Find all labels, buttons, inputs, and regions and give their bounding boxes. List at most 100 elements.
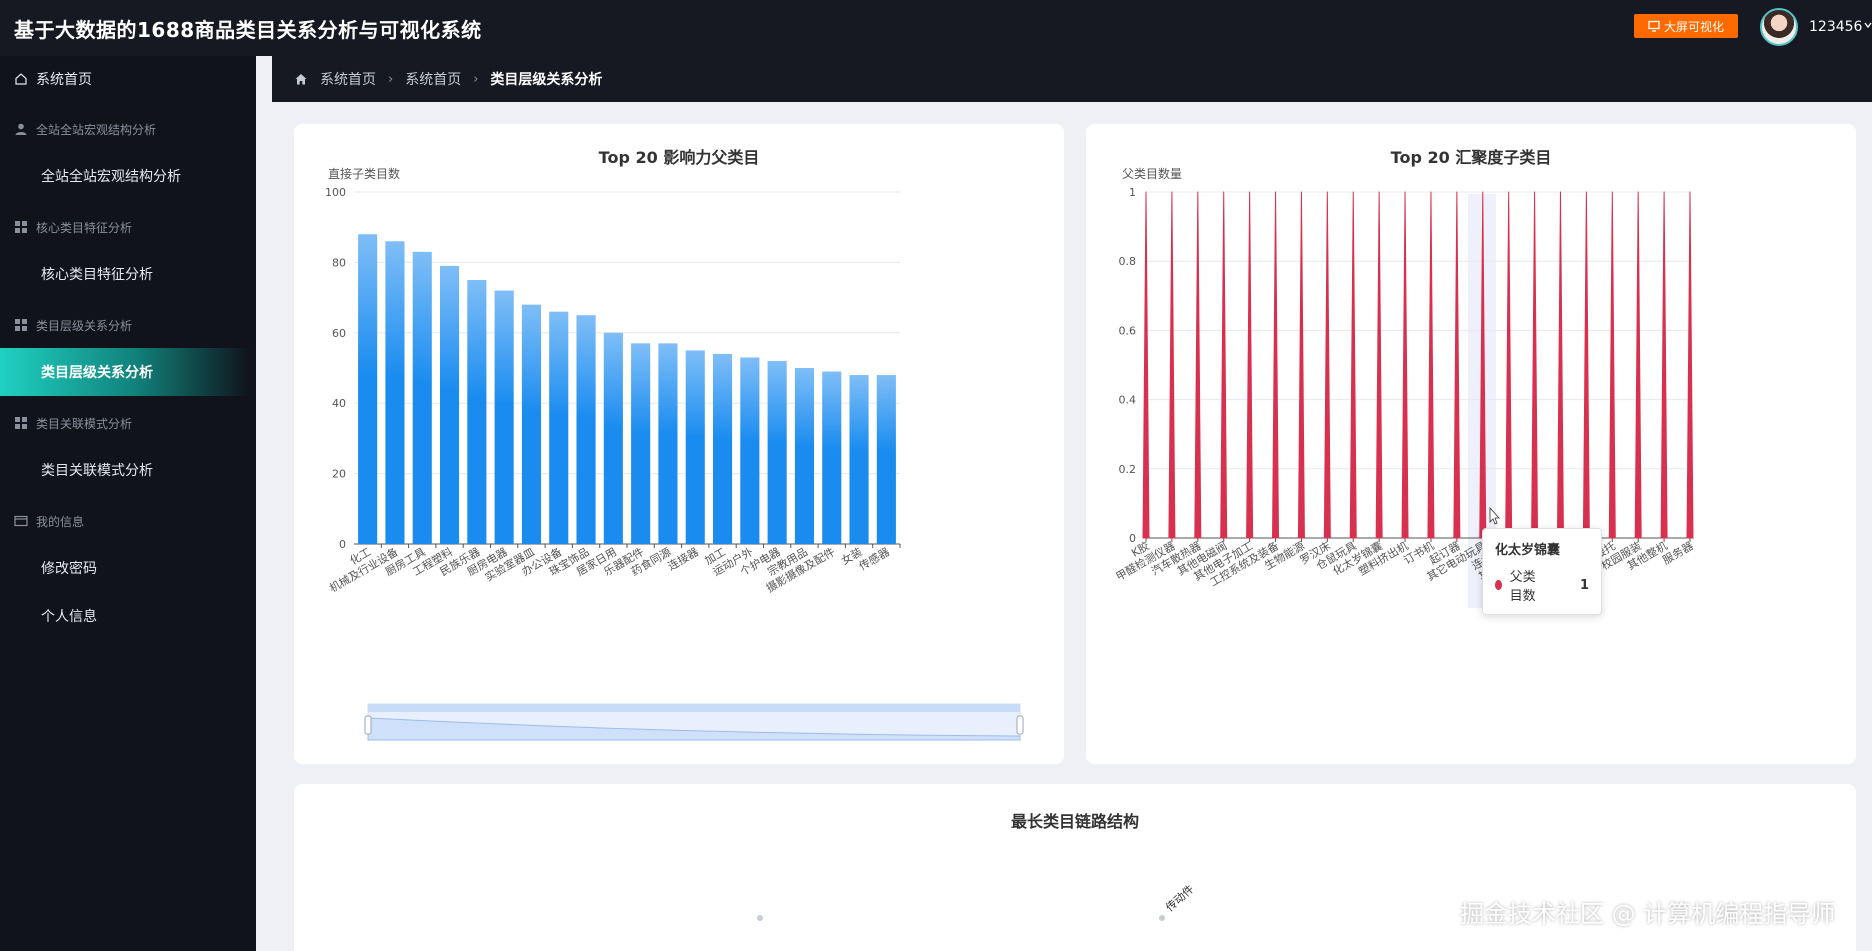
bar[interactable]	[794, 368, 815, 544]
bar[interactable]	[358, 234, 378, 544]
bar[interactable]	[521, 304, 542, 544]
bar[interactable]	[549, 311, 569, 544]
line-point[interactable]	[1686, 191, 1694, 539]
bar[interactable]	[767, 360, 787, 544]
grid-icon	[15, 417, 27, 429]
sidebar-item-label: 核心类目特征分析	[41, 267, 153, 283]
line-point[interactable]	[1479, 191, 1487, 539]
zoom-handle-right[interactable]	[1016, 715, 1024, 735]
graph-node[interactable]	[1159, 915, 1165, 921]
line-point[interactable]	[1349, 191, 1357, 539]
chevron-down-icon[interactable]	[1864, 21, 1872, 29]
sidebar-group-association: 类目关联模式分析	[0, 400, 256, 446]
breadcrumb: 系统首页 › 系统首页 › 类目层级关系分析	[272, 56, 1872, 102]
chain-graph[interactable]: 传动件	[294, 784, 1856, 951]
username[interactable]: 123456	[1809, 19, 1863, 35]
cursor-icon	[1489, 506, 1500, 525]
bar[interactable]	[494, 290, 514, 544]
sidebar-group-core: 核心类目特征分析	[0, 204, 256, 250]
chart-card-chain: 最长类目链路结构 传动件	[294, 784, 1856, 951]
sidebar-item-label: 修改密码	[41, 561, 97, 577]
sidebar-group-label: 类目层级关系分析	[36, 318, 133, 333]
app-title: 基于大数据的1688商品类目关系分析与可视化系统	[14, 17, 482, 42]
sidebar-item-association[interactable]: 类目关联模式分析	[0, 446, 256, 494]
bar[interactable]	[740, 357, 760, 544]
line-point[interactable]	[1272, 191, 1280, 539]
bigscreen-button[interactable]: 大屏可视化	[1634, 14, 1738, 38]
sidebar-item-label: 个人信息	[41, 609, 97, 625]
bar[interactable]	[467, 280, 487, 544]
bar[interactable]	[685, 350, 705, 544]
home-icon[interactable]	[294, 72, 308, 86]
y-tick-label: 0.2	[1119, 463, 1137, 476]
line-point[interactable]	[1246, 191, 1254, 539]
bigscreen-label: 大屏可视化	[1663, 19, 1724, 34]
line-point[interactable]	[1401, 191, 1409, 539]
sidebar-item-core[interactable]: 核心类目特征分析	[0, 250, 256, 298]
bar[interactable]	[658, 343, 678, 544]
user-icon	[15, 123, 27, 135]
graph-node[interactable]	[757, 915, 763, 921]
breadcrumb-item[interactable]: 系统首页	[405, 72, 462, 88]
y-tick-label: 1	[1129, 186, 1136, 199]
chart-tooltip: 化太岁锦囊 父类目数 1	[1482, 528, 1602, 615]
bar[interactable]	[712, 353, 733, 544]
chart-title: Top 20 汇聚度子类目	[1390, 148, 1552, 167]
breadcrumb-item[interactable]: 系统首页	[320, 72, 376, 88]
line-point[interactable]	[1194, 191, 1202, 539]
sidebar-item-profile[interactable]: 个人信息	[0, 592, 256, 640]
line-point[interactable]	[1168, 191, 1176, 539]
line-point[interactable]	[1220, 191, 1228, 539]
bar[interactable]	[576, 315, 596, 544]
line-point[interactable]	[1582, 191, 1590, 539]
bar[interactable]	[439, 265, 460, 544]
y-axis-label: 直接子类目数	[328, 166, 400, 181]
line-point[interactable]	[1453, 191, 1461, 539]
zoom-handle-left[interactable]	[364, 715, 372, 735]
sidebar-item-home[interactable]: 系统首页	[0, 56, 256, 102]
avatar[interactable]	[1760, 8, 1798, 46]
line-point[interactable]	[1531, 191, 1539, 539]
sidebar-group-label: 类目关联模式分析	[36, 416, 133, 431]
line-point[interactable]	[1427, 191, 1435, 539]
line-point[interactable]	[1608, 191, 1616, 539]
line-point[interactable]	[1505, 191, 1513, 539]
sidebar-group-myinfo: 我的信息	[0, 498, 256, 544]
bar[interactable]	[603, 332, 623, 544]
bar[interactable]	[822, 371, 842, 544]
bar[interactable]	[631, 343, 651, 544]
chart-card-top-children: Top 20 汇聚度子类目 父类目数量 0 0.2 0.4 0.6 0.8 1 K胶 甲醛检…	[1086, 124, 1856, 764]
series-dot-icon	[1495, 580, 1502, 590]
tooltip-value: 1	[1579, 577, 1589, 593]
graph-node-label: 传动件	[1163, 882, 1196, 914]
zoom-slider[interactable]	[364, 703, 1024, 741]
y-tick-label: 60	[332, 327, 346, 340]
x-tick-label: 传感器	[857, 545, 892, 573]
line-point[interactable]	[1297, 191, 1305, 539]
home-icon	[15, 73, 27, 85]
breadcrumb-current: 类目层级关系分析	[490, 72, 603, 88]
watermark-text: 掘金技术社区 @ 计算机编程指导师	[1460, 900, 1836, 928]
line-point[interactable]	[1323, 191, 1331, 539]
sidebar-item-change-password[interactable]: 修改密码	[0, 544, 256, 592]
sidebar-item-macro[interactable]: 全站全站宏观结构分析	[0, 152, 256, 200]
sidebar: 系统首页 全站全站宏观结构分析 全站全站宏观结构分析 核心类目特征分析 核心类目…	[0, 56, 256, 951]
y-tick-label: 80	[332, 256, 346, 269]
line-point[interactable]	[1634, 191, 1642, 539]
bar[interactable]	[412, 251, 432, 544]
sidebar-item-hierarchy[interactable]: 类目层级关系分析	[0, 348, 250, 396]
sidebar-item-label: 全站全站宏观结构分析	[41, 169, 181, 185]
chevron-right-icon: ›	[388, 71, 394, 87]
line-point[interactable]	[1660, 191, 1668, 539]
line-point[interactable]	[1556, 191, 1564, 539]
chart-title: 最长类目链路结构	[1010, 812, 1139, 831]
sidebar-group-label: 全站全站宏观结构分析	[36, 122, 157, 137]
bar[interactable]	[876, 375, 896, 544]
bar[interactable]	[385, 241, 405, 544]
y-tick-label: 0	[339, 538, 346, 551]
line-point[interactable]	[1375, 191, 1383, 539]
bar[interactable]	[849, 375, 869, 544]
line-chart[interactable]: 父类目数量 00.20.40.60.81 K胶甲醛检测仪器汽车散热器其他电磁阀其…	[1086, 124, 1856, 764]
line-point[interactable]	[1142, 191, 1150, 539]
